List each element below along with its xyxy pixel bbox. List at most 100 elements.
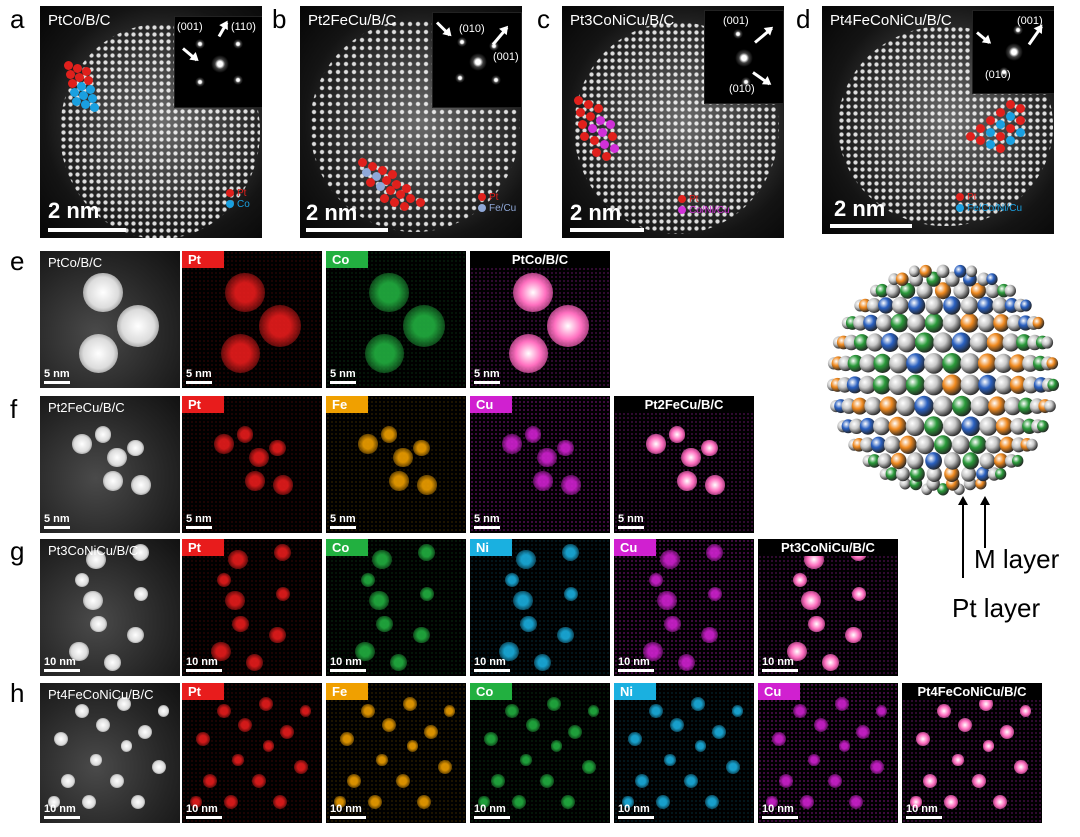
model-atom xyxy=(970,396,990,417)
stem-image-d: Pt4FeCoNiCu/B/C (001) (010) Pt Fe/Co/Ni/… xyxy=(822,6,1054,234)
nanoparticle xyxy=(361,573,375,588)
scale-bar xyxy=(570,228,644,232)
model-atom xyxy=(951,435,970,455)
nanoparticle xyxy=(232,754,244,766)
element-map-ni: Ni 10 nm xyxy=(614,683,754,823)
merged-map-label: Pt3CoNiCu/B/C xyxy=(758,539,898,556)
background-noise xyxy=(326,683,466,823)
nanoparticle xyxy=(707,586,722,601)
nanoparticle xyxy=(273,795,287,809)
nanoparticle xyxy=(800,795,814,809)
merged-map: Pt2FeCu/B/C 5 nm xyxy=(614,396,754,533)
element-tag-pt: Pt xyxy=(182,396,224,413)
model-atom xyxy=(1046,357,1059,370)
element-map-co: Co 10 nm xyxy=(470,683,610,823)
nanoparticle xyxy=(382,718,396,732)
nanoparticle xyxy=(916,732,930,746)
model-atom xyxy=(985,283,1000,299)
nanoparticle xyxy=(513,590,533,611)
scale-bar-label: 5 nm xyxy=(474,513,500,525)
nanoparticle xyxy=(217,704,231,718)
legend-label: Co/Ni/Cu xyxy=(689,205,730,216)
model-atom xyxy=(1026,438,1038,451)
nanoparticle xyxy=(678,653,696,671)
nanoparticle xyxy=(910,796,922,808)
merged-map-label: Pt4FeCoNiCu/B/C xyxy=(902,683,1042,700)
model-atom xyxy=(1037,420,1049,433)
nanoparticle xyxy=(944,795,958,809)
model-atom xyxy=(846,376,863,394)
nanoparticle xyxy=(221,334,261,374)
scale-bar: 5 nm xyxy=(186,513,212,529)
fft-inset: (001) (110) xyxy=(174,16,262,108)
nanoparticle xyxy=(340,732,354,746)
fft-label: (001) xyxy=(493,51,519,63)
nanoparticle xyxy=(505,704,519,718)
nanoparticle xyxy=(582,760,596,774)
scale-bar-label: 2 nm xyxy=(48,198,100,223)
nanoparticle-model xyxy=(826,262,1061,497)
model-atom xyxy=(953,282,970,300)
nanoparticle xyxy=(138,725,152,739)
model-atom xyxy=(886,283,901,299)
merged-map: PtCo/B/C 5 nm xyxy=(470,251,610,388)
nanoparticle xyxy=(726,760,740,774)
nanoparticle xyxy=(131,475,151,495)
haadf-image: PtCo/B/C 5 nm xyxy=(40,251,180,388)
legend: Pt Fe/Cu xyxy=(478,192,516,214)
stem-image-c: Pt3CoNiCu/B/C (001) (010) Pt Co/Ni/Cu 2 … xyxy=(562,6,784,238)
nanoparticle xyxy=(937,704,951,718)
model-atom xyxy=(873,353,892,373)
model-atom xyxy=(890,452,907,470)
nanoparticle xyxy=(772,732,786,746)
element-map-pt: Pt 10 nm xyxy=(182,683,322,823)
nanoparticle xyxy=(958,718,972,732)
nanoparticle xyxy=(695,740,707,752)
nanoparticle xyxy=(299,705,311,717)
nanoparticle xyxy=(157,705,169,717)
nanoparticle xyxy=(96,718,110,732)
background-noise xyxy=(470,683,610,823)
nanoparticle xyxy=(82,795,96,809)
m-layer-pointer xyxy=(980,496,990,548)
nanoparticle xyxy=(217,573,231,588)
model-atom xyxy=(899,435,917,454)
model-atom xyxy=(977,313,996,333)
element-tag-pt: Pt xyxy=(182,539,224,556)
scale-bar: 5 nm xyxy=(474,513,500,529)
nanoparticle xyxy=(347,774,361,788)
nanoparticle xyxy=(294,760,308,774)
nanoparticle xyxy=(484,732,498,746)
nanoparticle xyxy=(670,718,684,732)
nanoparticle xyxy=(808,615,826,633)
model-atom xyxy=(976,466,991,482)
model-atom xyxy=(993,314,1010,332)
nanoparticle xyxy=(334,796,346,808)
scale-bar: 10 nm xyxy=(186,803,222,819)
element-tag-fe: Fe xyxy=(326,683,368,700)
element-map-co: Co 10 nm xyxy=(326,539,466,676)
model-atom xyxy=(994,375,1014,395)
legend-label: Fe/Cu xyxy=(489,203,517,214)
scale-bar: 5 nm xyxy=(44,368,70,384)
model-atom xyxy=(943,296,961,315)
stem-image-a: PtCo/B/C (001) (110) Pt Co 2 nm xyxy=(40,6,262,238)
element-tag-co: Co xyxy=(326,251,368,268)
nanoparticle xyxy=(152,760,166,774)
nanoparticle xyxy=(393,447,413,468)
nanoparticle xyxy=(512,795,526,809)
model-atom xyxy=(960,313,979,333)
nanoparticle xyxy=(851,586,866,601)
scale-bar: 10 nm xyxy=(330,803,366,819)
scale-bar-label: 10 nm xyxy=(330,803,362,815)
legend-label: Pt xyxy=(689,194,699,205)
model-atom xyxy=(1020,299,1032,312)
nanoparticle xyxy=(551,740,563,752)
nanoparticle xyxy=(524,425,542,443)
nanoparticle xyxy=(358,434,378,454)
nanoparticle xyxy=(828,774,842,788)
scale-bar: 5 nm xyxy=(474,368,500,384)
model-atom xyxy=(992,297,1008,314)
nanoparticle xyxy=(232,615,250,633)
scale-bar: 5 nm xyxy=(330,368,356,384)
